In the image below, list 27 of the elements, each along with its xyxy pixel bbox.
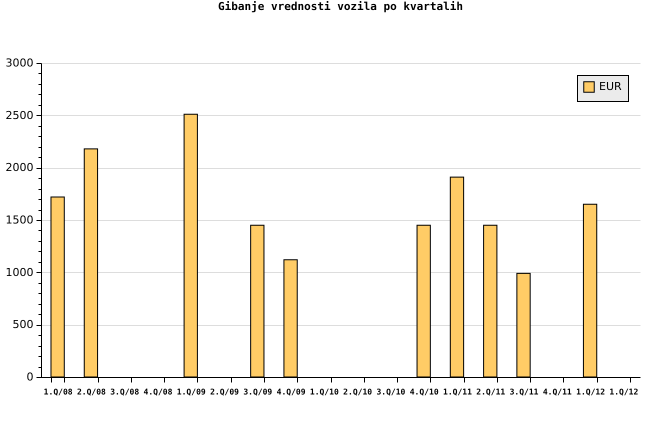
x-tick-label: 1.Q/12 (609, 388, 638, 396)
legend-label: EUR (599, 80, 622, 93)
x-tick-label: 4.Q/11 (542, 388, 572, 396)
chart-title: Gibanje vrednosti vozila po kvartalih (218, 0, 464, 13)
x-tick-label: 4.Q/09 (276, 388, 306, 396)
y-tick-label: 500 (12, 318, 34, 332)
y-tick-label: 2000 (6, 161, 34, 174)
x-tick-label: 4.Q/10 (410, 388, 439, 396)
x-tick-label: 2.Q/11 (476, 388, 506, 396)
x-tick-label: 1.Q/11 (443, 388, 472, 396)
y-tick-label: 1500 (6, 214, 34, 226)
x-tick-label: 3.Q/10 (376, 388, 406, 396)
x-tick-label: 1.Q/08 (44, 388, 73, 396)
x-tick-label: 1.Q/09 (176, 388, 206, 396)
x-tick-label: 3.Q/09 (243, 388, 272, 396)
x-tick-label: 4.Q/08 (144, 388, 173, 396)
x-tick-label: 2.Q/08 (76, 388, 106, 396)
x-tick-label: 3.Q/08 (110, 388, 140, 396)
y-tick-label: 1000 (6, 266, 34, 279)
x-tick-label: 1.Q/10 (310, 388, 339, 396)
y-tick-label: 0 (26, 370, 34, 384)
x-tick-label: 2.Q/10 (343, 388, 372, 396)
x-tick-label: 2.Q/09 (210, 388, 240, 396)
x-tick-label: 3.Q/11 (510, 388, 539, 396)
y-tick-label: 3000 (6, 56, 34, 70)
y-tick-label: 2500 (6, 108, 34, 122)
x-tick-label: 1.Q/12 (576, 388, 606, 396)
